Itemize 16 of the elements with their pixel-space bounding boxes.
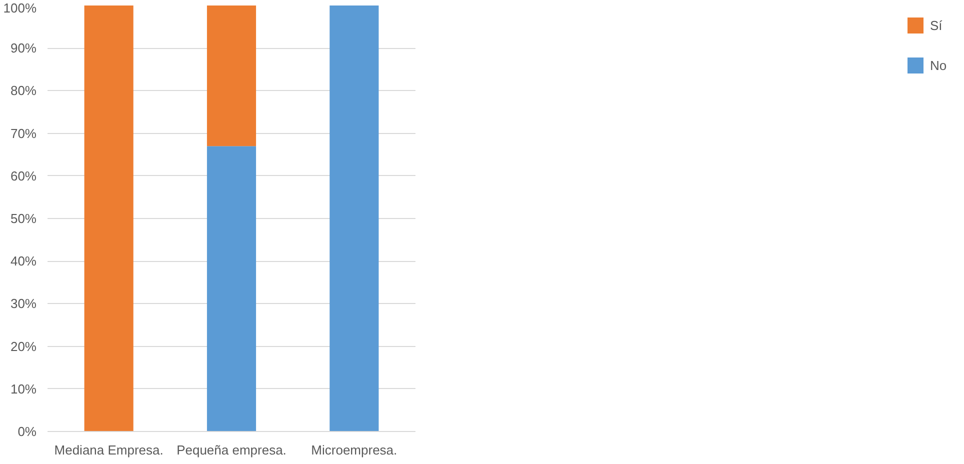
y-tick-label: 100% [3, 0, 37, 16]
y-tick-label: 90% [10, 40, 37, 56]
y-tick-label: 0% [18, 424, 37, 439]
x-tick-label: Microempresa. [311, 442, 398, 458]
y-tick-label: 40% [10, 254, 37, 269]
y-tick-label: 20% [10, 338, 37, 354]
x-tick-label: Mediana Empresa. [54, 442, 164, 458]
y-tick-label: 50% [10, 211, 37, 226]
legend-label: Sí [930, 18, 944, 32]
y-tick-label: 70% [10, 126, 37, 141]
x-tick-label: Pequeña empresa. [176, 442, 286, 458]
legend-label: No [930, 58, 948, 72]
y-tick-label: 10% [10, 381, 37, 396]
y-tick-label: 30% [10, 296, 37, 312]
y-tick-label: 60% [10, 168, 37, 184]
y-tick-label: 80% [10, 83, 37, 98]
